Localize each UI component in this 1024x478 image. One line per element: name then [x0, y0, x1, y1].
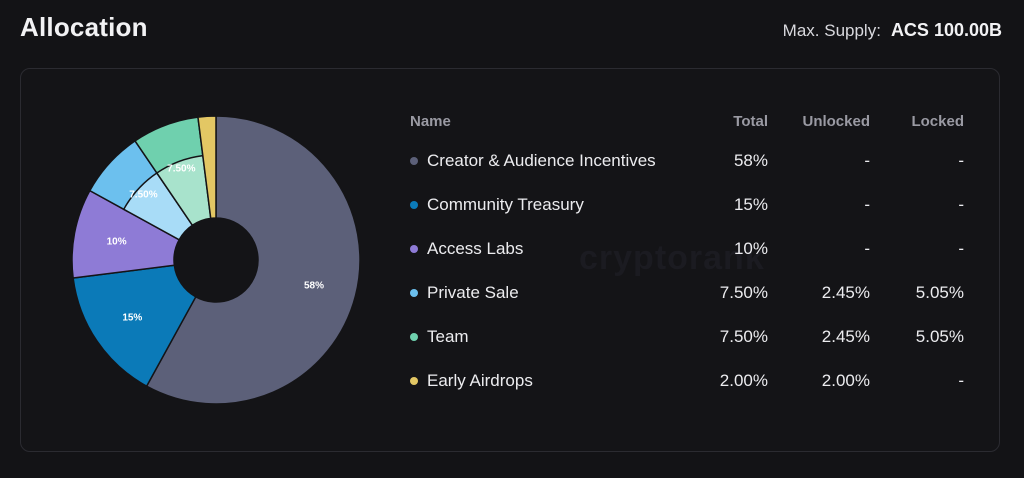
legend-dot-icon [410, 288, 418, 297]
row-unlocked: 2.45% [821, 327, 870, 346]
table-row[interactable]: Community Treasury 15% - - [410, 183, 964, 227]
row-name: Early Airdrops [427, 371, 533, 390]
row-unlocked: - [864, 239, 870, 258]
row-name-cell: Team [410, 315, 680, 359]
row-unlocked: - [864, 195, 870, 214]
row-locked: - [958, 371, 964, 390]
row-name: Creator & Audience Incentives [427, 151, 656, 170]
row-name: Access Labs [427, 239, 524, 258]
row-name-cell: Community Treasury [410, 183, 680, 227]
legend-dot-icon [410, 376, 418, 385]
table-row[interactable]: Private Sale 7.50% 2.45% 5.05% [410, 271, 964, 315]
legend-dot-icon [410, 244, 418, 253]
row-total: 58% [733, 151, 768, 170]
max-supply: Max. Supply: ACS 100.00B [783, 20, 1002, 41]
row-unlocked: - [864, 151, 870, 170]
slice-label: 58% [304, 281, 324, 292]
max-supply-label: Max. Supply: [782, 21, 881, 40]
row-locked: - [958, 239, 964, 258]
row-unlocked: 2.45% [821, 283, 870, 302]
row-name-cell: Private Sale [410, 271, 680, 315]
header-name: Name [410, 112, 451, 130]
row-name-cell: Creator & Audience Incentives [410, 139, 680, 183]
legend-dot-icon [410, 200, 418, 209]
page-title: Allocation [20, 12, 148, 42]
row-name-cell: Access Labs [410, 227, 680, 271]
row-locked: - [958, 151, 964, 170]
table-row[interactable]: Access Labs 10% - - [410, 227, 964, 271]
row-name: Community Treasury [427, 195, 584, 214]
legend-dot-icon [410, 156, 418, 165]
slice-label: 10% [107, 237, 127, 248]
allocation-card: 58% 15% 10% 7.50% 7.50% cryptorank Name Tota… [20, 68, 1000, 452]
row-locked: 5.05% [915, 283, 964, 302]
row-name: Team [427, 327, 469, 346]
row-total: 15% [733, 195, 768, 214]
table-row[interactable]: Team 7.50% 2.45% 5.05% [410, 315, 964, 359]
allocation-table: Name Total Unlocked Locked Creator & Aud… [410, 103, 964, 403]
row-locked: - [958, 195, 964, 214]
table-row[interactable]: Creator & Audience Incentives 58% - - [410, 139, 964, 183]
table-row[interactable]: Early Airdrops 2.00% 2.00% - [410, 359, 964, 403]
table-header-row: Name Total Unlocked Locked [410, 103, 964, 139]
slice-label: 15% [122, 312, 142, 323]
legend-dot-icon [410, 332, 418, 341]
slice-label: 7.50% [167, 164, 195, 175]
allocation-pie-chart: 58% 15% 10% 7.50% 7.50% [71, 115, 361, 405]
row-unlocked: 2.00% [821, 371, 870, 390]
header-unlocked: Unlocked [802, 112, 870, 130]
header-total: Total [733, 112, 768, 130]
row-locked: 5.05% [915, 327, 964, 346]
header-locked: Locked [911, 112, 964, 130]
row-name-cell: Early Airdrops [410, 359, 680, 403]
row-name: Private Sale [427, 283, 519, 302]
row-total: 2.00% [719, 371, 768, 390]
row-total: 10% [733, 239, 768, 258]
row-total: 7.50% [719, 327, 768, 346]
slice-label: 7.50% [129, 189, 157, 200]
max-supply-value: ACS 100.00B [890, 20, 1002, 40]
row-total: 7.50% [719, 283, 768, 302]
donut-hole [174, 218, 258, 302]
